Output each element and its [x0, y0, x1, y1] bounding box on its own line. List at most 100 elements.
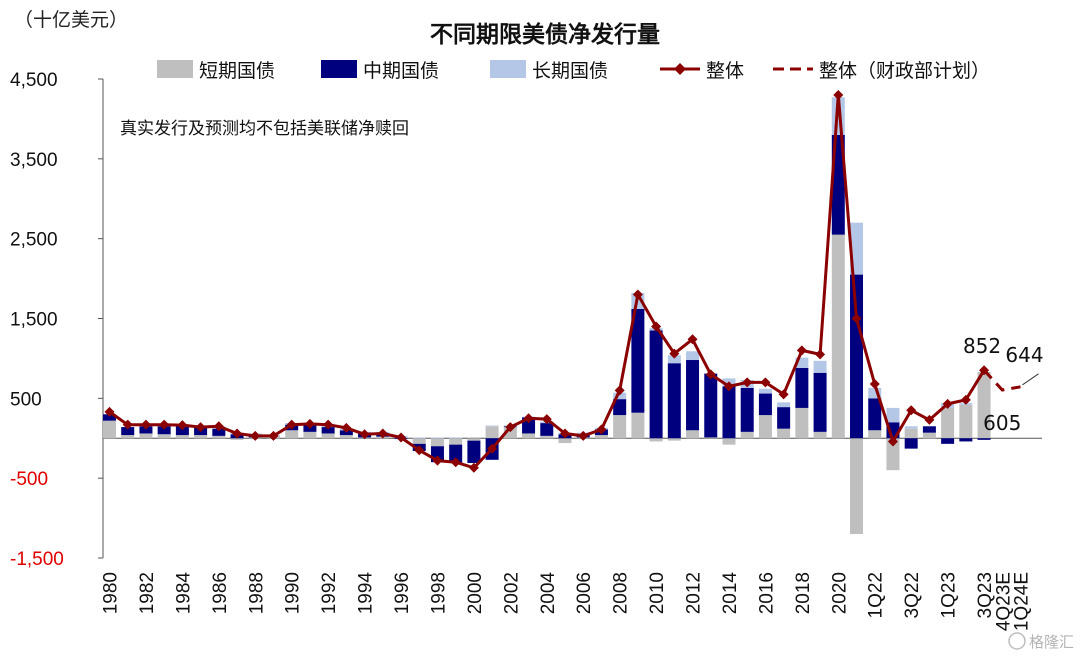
bar-mid [722, 386, 736, 439]
bar-short [230, 438, 244, 440]
x-tick-label: 3Q22 [902, 572, 923, 618]
x-tick-label: 1994 [356, 572, 377, 615]
y-tick-label: 500 [10, 389, 42, 410]
chart-title: 不同期限美债净发行量 [430, 21, 660, 48]
bar-short [850, 438, 864, 535]
bar-short [977, 371, 991, 439]
bar-mid [777, 407, 791, 429]
bar-long [613, 392, 627, 400]
x-tick-label: 1984 [173, 572, 194, 615]
bar-long [813, 360, 827, 373]
bar-short [303, 431, 317, 439]
total-marker [450, 457, 461, 468]
watermark-text: 格隆汇 [1029, 633, 1074, 651]
bar-mid [959, 438, 973, 442]
x-tick-label: 1Q22 [866, 572, 887, 618]
bar-long [449, 437, 463, 439]
bar-mid [740, 387, 754, 432]
total-marker [723, 381, 734, 392]
bar-mid [813, 372, 827, 432]
lines-layer [104, 89, 1021, 473]
bar-long [795, 357, 809, 368]
legend-label-plan: 整体（财政部计划） [819, 60, 990, 82]
bar-short [959, 404, 973, 439]
bar-mid [540, 423, 554, 436]
total-marker [396, 432, 407, 443]
bar-short [139, 433, 153, 439]
bar-short [285, 430, 299, 439]
total-marker [140, 419, 151, 430]
bar-short [321, 433, 335, 439]
total-marker [104, 406, 115, 417]
total-marker [960, 394, 971, 405]
total-marker [195, 422, 206, 433]
total-marker [432, 455, 443, 466]
bar-short [795, 407, 809, 439]
total-marker [250, 430, 261, 441]
bar-mid [121, 427, 135, 436]
x-axis: 1980 1982 1984 1986 1988 1990 1992 1994 1996 1998… [101, 572, 1033, 632]
bar-short [922, 432, 936, 439]
bar-long [758, 388, 772, 394]
legend-label-long: 长期国债 [532, 60, 608, 82]
bar-mid [868, 398, 882, 431]
bar-short [175, 435, 189, 439]
bar-short [467, 438, 481, 441]
x-tick-label: 2018 [793, 572, 814, 614]
x-tick-label: 2000 [465, 572, 486, 614]
annotation-label: 644 [1005, 343, 1043, 367]
bar-short [667, 438, 681, 441]
y-unit-label: （十亿美元） [14, 9, 128, 31]
bar-short [194, 435, 208, 439]
total-marker [851, 313, 862, 324]
bar-long [868, 387, 882, 399]
total-marker [760, 377, 771, 388]
bar-mid [613, 399, 627, 416]
total-marker [232, 428, 243, 439]
total-marker [377, 428, 388, 439]
x-tick-label: 2002 [501, 572, 522, 614]
total-marker [323, 419, 334, 430]
bar-short [339, 435, 353, 439]
x-tick-label: 1980 [101, 572, 122, 614]
total-marker [887, 436, 898, 447]
x-tick-label: 2006 [574, 572, 595, 614]
bar-mid [667, 363, 681, 439]
legend-marker-total [674, 63, 686, 75]
x-tick-label: 3Q23 [975, 572, 996, 618]
bar-long [686, 351, 700, 361]
bar-short [103, 420, 116, 439]
legend-swatch-long [490, 60, 526, 78]
bar-long [430, 437, 444, 439]
x-tick-label: 1986 [210, 572, 231, 614]
bar-mid [704, 373, 718, 438]
y-tick-label: 3,500 [10, 150, 58, 171]
x-tick-label: 1990 [283, 572, 304, 614]
legend-label-mid: 中期国债 [363, 60, 439, 82]
bar-short [503, 427, 517, 439]
bar-mid [922, 426, 936, 433]
x-tick-label: 1Q24E [1012, 572, 1033, 631]
x-tick-label: 2012 [684, 572, 705, 614]
bar-mid [941, 438, 955, 444]
bar-mid [175, 426, 189, 436]
chart-note: 真实发行及预测均不包括美联储净赎回 [120, 119, 409, 139]
y-tick-label: 1,500 [10, 310, 58, 331]
total-marker [742, 377, 753, 388]
bar-mid [977, 438, 991, 440]
total-marker [815, 349, 826, 360]
legend: 短期国债 中期国债 长期国债 整体 整体（财政部计划） [157, 60, 990, 82]
bar-short [649, 438, 663, 442]
bar-short [449, 438, 463, 445]
total-marker [541, 414, 552, 425]
y-axis: 4,500 3,500 2,500 1,500 500 -500 -1,500 [10, 70, 103, 570]
bar-mid [795, 367, 809, 408]
total-marker [924, 414, 935, 425]
total-marker [778, 389, 789, 400]
bar-mid [850, 274, 864, 439]
bar-mid [649, 330, 663, 439]
total-marker [304, 418, 315, 429]
x-tick-label: 2004 [538, 572, 559, 615]
total-marker [286, 419, 297, 430]
